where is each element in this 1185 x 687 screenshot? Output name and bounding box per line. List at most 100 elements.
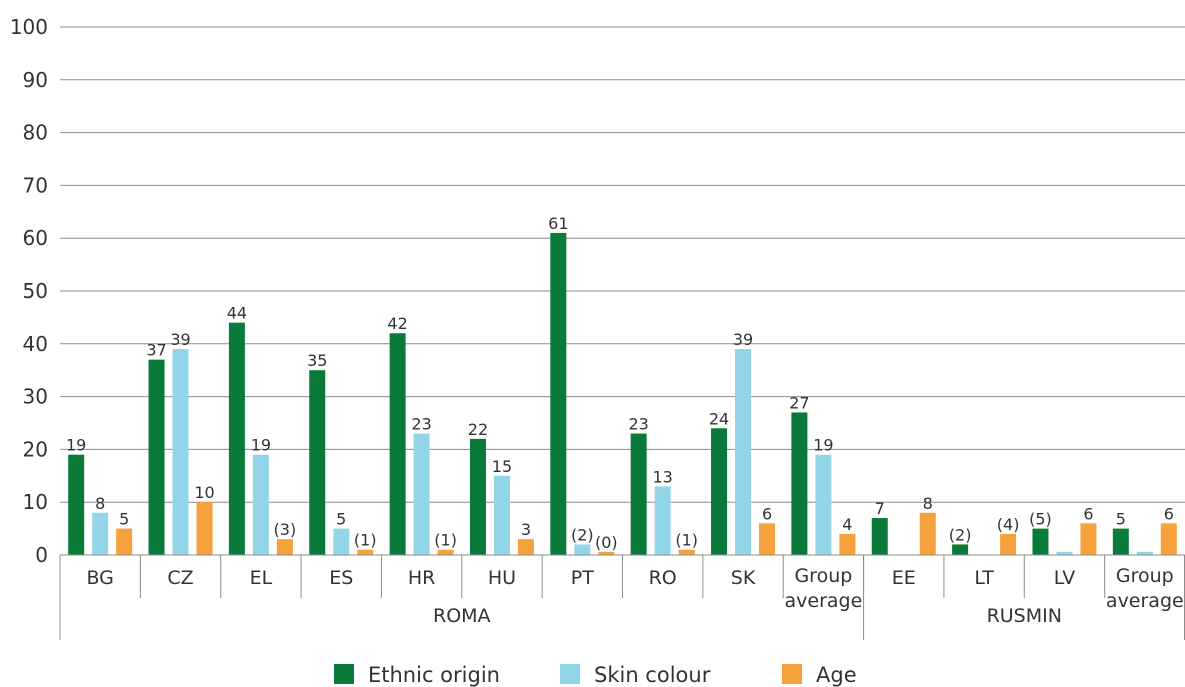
bar-skin-colour-hr	[413, 433, 430, 555]
y-axis-ticks: 0 10 20 30 40 50 60 70 80 90 100	[10, 15, 48, 567]
y-tick-label: 50	[23, 279, 48, 303]
bar-ethnic-origin-ro	[630, 433, 647, 555]
data-label: 15	[492, 457, 512, 476]
data-label: (3)	[274, 520, 297, 539]
category-label: Group average	[1106, 565, 1184, 612]
bar-ethnic-origin-ee	[871, 518, 888, 555]
category-label: CZ	[167, 567, 193, 589]
bar-ethnic-origin-bg	[68, 454, 85, 555]
bar-ethnic-origin-group-average	[791, 412, 808, 555]
y-tick-label: 100	[10, 15, 48, 39]
data-label: 7	[875, 499, 885, 518]
data-label: 5	[119, 510, 129, 529]
y-tick-label: 0	[35, 543, 48, 567]
data-label: 23	[411, 415, 431, 434]
data-label: 23	[628, 415, 648, 434]
category-label: LV	[1054, 567, 1076, 589]
category-label: LT	[974, 567, 994, 589]
legend-swatch-ethnic-origin	[334, 664, 354, 684]
bar-ethnic-origin-el	[228, 322, 245, 555]
bar-age-lv	[1080, 523, 1097, 555]
bar-skin-colour-hu	[493, 475, 510, 555]
legend-swatch-skin-colour	[560, 664, 580, 684]
data-label: 8	[95, 494, 105, 513]
data-label: 44	[227, 304, 247, 323]
y-tick-label: 10	[23, 490, 48, 514]
gridlines	[60, 26, 1185, 503]
legend: Ethnic origin Skin colour Age	[334, 663, 857, 687]
data-label: 13	[652, 467, 672, 486]
data-label: 6	[1164, 504, 1174, 523]
bars	[68, 232, 1177, 556]
bar-age-pt	[598, 551, 615, 555]
data-label: 4	[842, 515, 852, 534]
bar-skin-colour-el	[252, 454, 269, 555]
y-tick-label: 60	[23, 226, 48, 250]
bar-age-bg	[116, 528, 133, 555]
category-label: PT	[571, 567, 594, 589]
category-label: RO	[649, 567, 677, 589]
bar-ethnic-origin-sk	[711, 428, 728, 555]
group-label-rusmin: RUSMIN	[987, 605, 1062, 627]
data-label: 8	[923, 494, 933, 513]
bar-skin-colour-group-average	[815, 454, 832, 555]
bar-age-ee	[919, 512, 936, 555]
bar-ethnic-origin-group-average	[1112, 528, 1129, 555]
bar-ethnic-origin-hr	[389, 333, 406, 555]
data-label: (2)	[571, 525, 594, 544]
bar-age-cz	[196, 502, 213, 555]
x-axis: BG CZ EL ES HR HU PT RO SK Group average EE LT LV Grou…	[59, 554, 1185, 640]
data-label: 35	[307, 351, 327, 370]
data-label: 19	[251, 436, 271, 455]
bar-age-hu	[517, 539, 534, 555]
data-label: 42	[387, 314, 407, 333]
data-label: (1)	[434, 531, 457, 550]
y-tick-label: 90	[23, 68, 48, 92]
bar-age-group-average	[1160, 523, 1177, 555]
data-label: 6	[1083, 504, 1093, 523]
data-label: (5)	[1029, 510, 1052, 529]
data-label: (2)	[949, 525, 972, 544]
legend-label-skin-colour: Skin colour	[594, 663, 711, 687]
bar-age-el	[276, 539, 293, 555]
category-label: HR	[408, 567, 436, 589]
data-label: 22	[468, 420, 488, 439]
bar-age-ro	[678, 549, 695, 555]
data-label: 24	[709, 409, 729, 428]
category-label: EL	[250, 567, 273, 589]
legend-label-age: Age	[816, 663, 857, 687]
data-label: 3	[521, 520, 531, 539]
category-label: EE	[892, 567, 916, 589]
y-tick-label: 80	[23, 121, 48, 145]
bar-ethnic-origin-lt	[952, 544, 969, 555]
bar-ethnic-origin-es	[309, 370, 326, 555]
category-label: BG	[86, 567, 113, 589]
y-tick-label: 30	[23, 385, 48, 409]
bar-skin-colour-ro	[654, 486, 671, 555]
data-label: 27	[789, 393, 809, 412]
bar-skin-colour-cz	[172, 349, 189, 555]
bar-ethnic-origin-pt	[550, 232, 567, 556]
data-label: 5	[336, 510, 346, 529]
legend-swatch-age	[782, 664, 802, 684]
category-label: SK	[731, 567, 756, 589]
category-label: ES	[329, 567, 353, 589]
y-tick-label: 20	[23, 437, 48, 461]
bar-skin-colour-sk	[735, 349, 752, 555]
bar-skin-colour-group-average	[1136, 551, 1153, 555]
data-label: 6	[762, 504, 772, 523]
bar-ethnic-origin-hu	[469, 438, 486, 555]
bar-age-hr	[437, 549, 454, 555]
bar-age-lt	[1000, 533, 1017, 555]
data-label: 5	[1116, 510, 1126, 529]
data-label: 39	[170, 330, 190, 349]
data-label: (4)	[997, 515, 1020, 534]
data-label: 39	[733, 330, 753, 349]
data-label: (1)	[675, 531, 698, 550]
data-label: 19	[813, 436, 833, 455]
y-tick-label: 70	[23, 173, 48, 197]
data-label: (1)	[354, 531, 377, 550]
bar-ethnic-origin-lv	[1032, 528, 1049, 555]
category-label: Group average	[785, 565, 863, 612]
